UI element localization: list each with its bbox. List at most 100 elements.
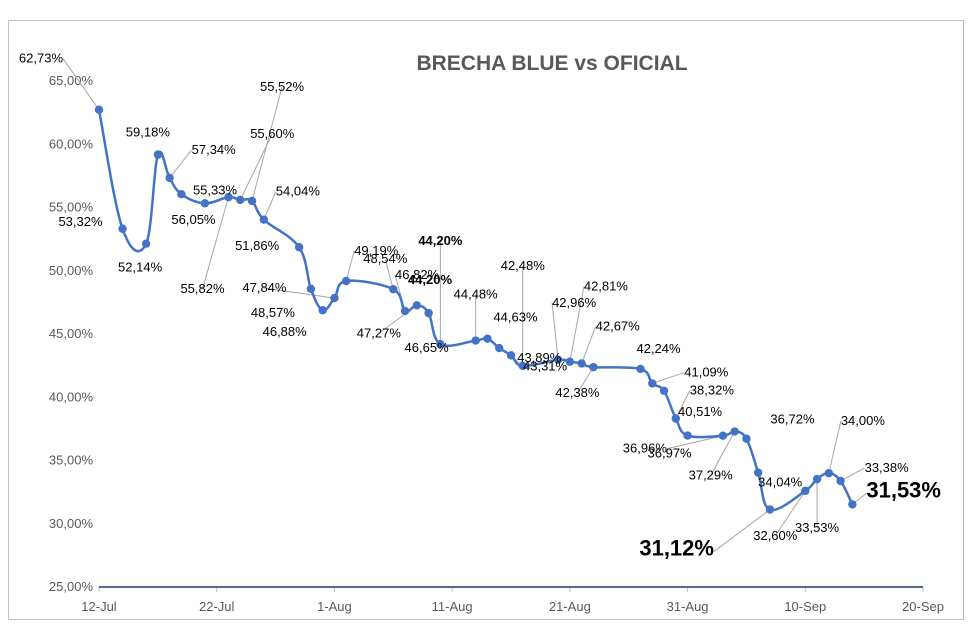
leader-line xyxy=(675,390,691,419)
data-point xyxy=(412,301,422,310)
data-label: 42,24% xyxy=(636,341,681,356)
leader-line xyxy=(581,326,597,364)
data-point xyxy=(636,364,645,374)
data-label: 55,60% xyxy=(250,126,295,141)
data-point xyxy=(495,343,504,353)
data-label: 51,86% xyxy=(235,238,280,253)
data-label: 36,72% xyxy=(770,412,815,427)
data-point xyxy=(754,468,763,477)
data-label: 38,32% xyxy=(690,383,735,398)
data-label: 54,04% xyxy=(276,184,321,199)
y-tick-label: 45,00% xyxy=(49,326,94,341)
data-label: 47,27% xyxy=(357,325,402,340)
data-label: 49,19% xyxy=(354,243,399,258)
data-label: 48,57% xyxy=(251,305,296,320)
data-point xyxy=(177,190,186,199)
data-point xyxy=(247,196,257,206)
x-tick-label: 12-Jul xyxy=(81,599,117,614)
data-point xyxy=(812,474,822,484)
data-point xyxy=(200,199,210,208)
data-point xyxy=(118,224,127,233)
data-label: 33,53% xyxy=(795,520,840,535)
leader-line xyxy=(710,431,736,476)
y-tick-label: 35,00% xyxy=(49,453,94,468)
data-point xyxy=(577,359,586,368)
data-label: 55,82% xyxy=(180,281,225,296)
chart: BRECHA BLUE vs OFICIAL 25,00% 30,00% 35,00… xyxy=(19,51,944,614)
data-point xyxy=(389,285,398,294)
leader-line xyxy=(62,58,100,111)
data-point xyxy=(483,334,492,343)
y-tick-label: 65,00% xyxy=(49,73,94,88)
data-label: 57,34% xyxy=(192,142,237,157)
data-label: 34,04% xyxy=(758,475,803,490)
data-point xyxy=(683,431,692,440)
y-tick-label: 50,00% xyxy=(49,263,94,278)
data-point xyxy=(294,243,304,252)
data-point xyxy=(553,355,563,365)
leader-line xyxy=(551,302,559,360)
data-point xyxy=(236,195,245,205)
y-tick-label: 55,00% xyxy=(49,200,94,215)
data-point xyxy=(471,336,480,345)
data-label: 55,33% xyxy=(193,182,238,197)
data-label: 31,12% xyxy=(639,536,714,561)
leader-line xyxy=(828,421,842,474)
data-point xyxy=(424,308,433,318)
data-label: 44,48% xyxy=(454,287,499,302)
data-label: 36,96% xyxy=(623,441,668,456)
x-tick-label: 20-Sep xyxy=(902,599,944,614)
data-point xyxy=(400,306,410,316)
data-point xyxy=(730,427,739,436)
data-point xyxy=(648,379,657,388)
leader-line xyxy=(666,435,723,450)
x-tick-label: 21-Aug xyxy=(549,599,591,614)
x-tick-label: 22-Jul xyxy=(199,599,235,614)
data-label-overlap: 44,20% xyxy=(408,272,453,287)
data-point xyxy=(506,351,516,360)
x-tick-label: 11-Aug xyxy=(432,599,473,614)
data-label: 41,09% xyxy=(684,364,729,379)
data-point xyxy=(259,215,268,224)
data-point xyxy=(718,431,728,440)
leader-line xyxy=(202,196,229,290)
data-point xyxy=(306,284,316,294)
data-label: 43,31% xyxy=(523,358,568,373)
x-tick-label: 31-Aug xyxy=(667,599,709,614)
data-label: 56,05% xyxy=(171,212,216,227)
data-label: 43,89% xyxy=(517,350,562,365)
leader-line xyxy=(169,149,193,179)
data-label: 42,48% xyxy=(501,258,546,273)
data-point xyxy=(836,476,845,486)
leader-line xyxy=(840,467,865,482)
data-point xyxy=(659,386,669,395)
data-label: 46,82% xyxy=(395,267,440,282)
data-label: 62,73% xyxy=(19,51,64,66)
data-label: 42,96% xyxy=(552,295,597,310)
leader-line xyxy=(264,287,335,299)
data-label: 31,53% xyxy=(866,477,941,502)
data-point xyxy=(165,173,174,183)
data-label: 40,51% xyxy=(678,404,723,419)
data-point xyxy=(765,505,775,514)
data-point xyxy=(518,361,527,371)
leader-line xyxy=(774,490,806,537)
data-label: 34,00% xyxy=(841,413,886,428)
data-label: 42,38% xyxy=(555,385,600,400)
leader-line xyxy=(652,371,685,384)
data-label: 36,97% xyxy=(648,446,693,461)
data-label: 32,60% xyxy=(753,528,798,543)
leader-line xyxy=(713,509,771,552)
data-point xyxy=(141,239,151,248)
data-point xyxy=(848,500,857,509)
data-label: 42,81% xyxy=(584,279,629,294)
data-label: 46,88% xyxy=(263,324,308,339)
leader-line xyxy=(576,366,594,394)
data-point xyxy=(671,414,680,423)
data-label: 37,29% xyxy=(689,468,734,483)
data-point xyxy=(318,306,327,315)
data-label: 33,38% xyxy=(865,460,910,475)
data-label: 44,63% xyxy=(493,310,538,325)
leader-line xyxy=(384,259,394,290)
data-point xyxy=(824,468,834,478)
